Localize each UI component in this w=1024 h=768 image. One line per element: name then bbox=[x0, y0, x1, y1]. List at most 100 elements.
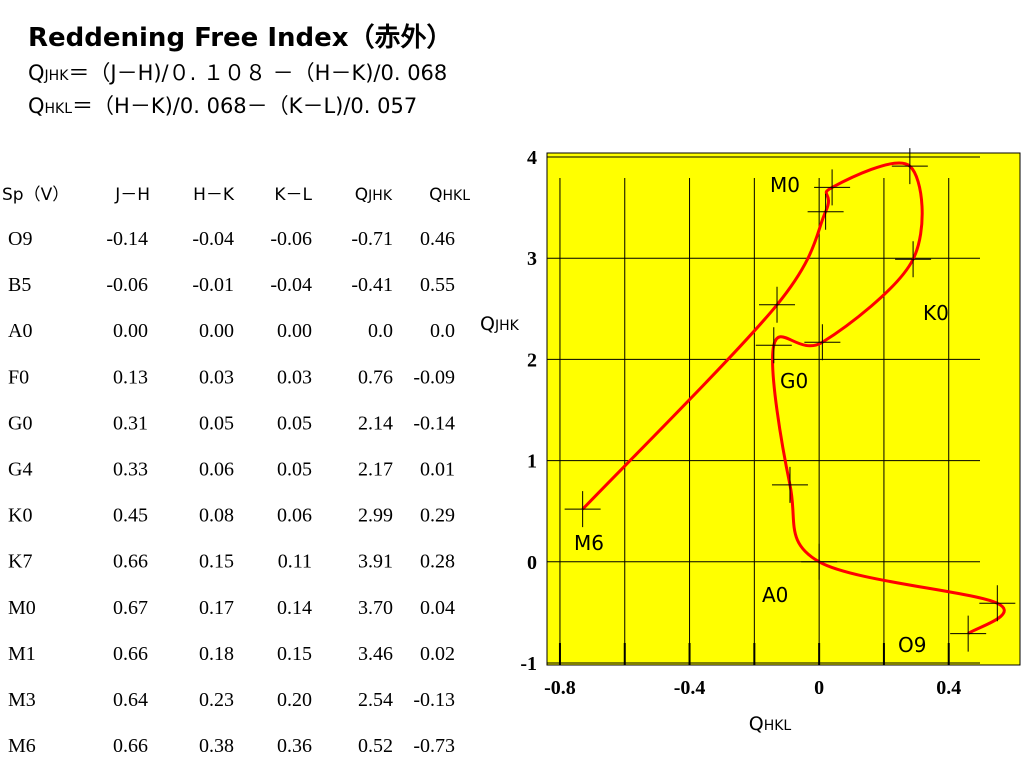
annotation: A0 bbox=[762, 583, 788, 607]
table-cell: 0.46 bbox=[420, 228, 455, 250]
x-tick-label: -0.4 bbox=[674, 677, 706, 699]
cross-marker bbox=[895, 241, 932, 278]
table-cell: 0.76 bbox=[358, 366, 393, 388]
table-cell: O9 bbox=[8, 228, 32, 250]
table-cell: G4 bbox=[8, 459, 32, 481]
y-tick-label: 1 bbox=[527, 451, 537, 473]
y-tick-label: 3 bbox=[527, 248, 537, 270]
cross-marker bbox=[755, 327, 792, 364]
cross-marker bbox=[950, 615, 987, 652]
table-cell: M6 bbox=[8, 735, 36, 757]
annotation: M6 bbox=[574, 531, 604, 555]
q-letter: Q bbox=[355, 185, 368, 205]
formula-text: ＝（J－H)/０. １０８ －（H－K)/0. 068 bbox=[68, 61, 447, 85]
cross-marker bbox=[814, 169, 851, 206]
table-cell: G0 bbox=[8, 412, 32, 434]
formula-text: ＝（H－K)/0. 068－（K－L)/0. 057 bbox=[72, 94, 417, 118]
cross-marker bbox=[804, 324, 841, 361]
column-header: K－L bbox=[274, 185, 312, 205]
table-cell: F0 bbox=[8, 366, 29, 388]
table-cell: 0.05 bbox=[199, 412, 234, 434]
table-cell: 0.00 bbox=[199, 320, 234, 342]
table-cell: 0.00 bbox=[113, 320, 148, 342]
table-cell: 0.06 bbox=[199, 459, 234, 481]
q-letter: Q bbox=[28, 94, 45, 118]
subscript: HKL bbox=[764, 718, 792, 734]
curve bbox=[581, 161, 1006, 635]
x-tick-label: 0.4 bbox=[936, 677, 961, 699]
column-header: QJHK bbox=[355, 185, 393, 205]
table-cell: 0.28 bbox=[420, 551, 455, 573]
table-cell: 0.66 bbox=[113, 551, 148, 573]
formula: QJHK＝（J－H)/０. １０８ －（H－K)/0. 068 bbox=[28, 61, 447, 85]
subscript: JHK bbox=[367, 188, 393, 204]
table-cell: 0.0 bbox=[368, 320, 393, 342]
table-cell: 0.11 bbox=[278, 551, 312, 573]
x-tick-label: 0 bbox=[814, 677, 824, 699]
table-cell: 0.08 bbox=[199, 505, 234, 527]
formula: QHKL＝（H－K)/0. 068－（K－L)/0. 057 bbox=[28, 94, 417, 118]
y-axis-label: QJHK bbox=[480, 313, 520, 335]
table-cell: 0.01 bbox=[420, 459, 455, 481]
q-letter: Q bbox=[749, 713, 764, 735]
table-cell: 0.03 bbox=[199, 366, 234, 388]
y-tick-label: -1 bbox=[520, 653, 537, 675]
cross-marker bbox=[891, 148, 928, 185]
y-tick-label: 2 bbox=[527, 349, 537, 371]
cross-marker bbox=[807, 193, 844, 230]
table-cell: 0.14 bbox=[277, 597, 312, 619]
table-cell: 0.02 bbox=[420, 643, 455, 665]
table-cell: K0 bbox=[8, 505, 32, 527]
column-header: Sp（V） bbox=[2, 185, 69, 205]
table-cell: -0.04 bbox=[192, 228, 234, 250]
table-cell: 2.14 bbox=[358, 412, 393, 434]
y-tick-label: 0 bbox=[527, 552, 537, 574]
table-cell: M0 bbox=[8, 597, 36, 619]
table-cell: 0.38 bbox=[199, 735, 234, 757]
table-cell: 0.33 bbox=[113, 459, 148, 481]
table-cell: 3.70 bbox=[358, 597, 393, 619]
cross-marker bbox=[801, 543, 838, 580]
subscript: HKL bbox=[442, 188, 470, 204]
table-cell: -0.01 bbox=[192, 274, 234, 296]
table-cell: 0.64 bbox=[113, 689, 148, 711]
table-cell: -0.73 bbox=[413, 735, 455, 757]
table-cell: 0.31 bbox=[113, 412, 148, 434]
table-cell: 0.04 bbox=[420, 597, 455, 619]
table-cell: 3.46 bbox=[358, 643, 393, 665]
table-cell: 0.18 bbox=[199, 643, 234, 665]
column-header: QHKL bbox=[429, 185, 470, 205]
table-cell: 0.05 bbox=[277, 412, 312, 434]
table-cell: -0.71 bbox=[351, 228, 393, 250]
table-cell: 3.91 bbox=[358, 551, 393, 573]
table-cell: M3 bbox=[8, 689, 36, 711]
plot-area bbox=[546, 152, 1021, 666]
table-cell: -0.14 bbox=[413, 412, 455, 434]
table-cell: 2.54 bbox=[358, 689, 393, 711]
cross-marker bbox=[564, 491, 601, 528]
q-letter: Q bbox=[429, 185, 442, 205]
table-cell: 0.55 bbox=[420, 274, 455, 296]
table-cell: 0.0 bbox=[430, 320, 455, 342]
table-cell: 0.15 bbox=[199, 551, 234, 573]
q-letter: Q bbox=[28, 61, 45, 85]
x-tick-label: -0.8 bbox=[544, 677, 576, 699]
annotation: K0 bbox=[923, 301, 949, 325]
table-cell: 0.29 bbox=[420, 505, 455, 527]
x-axis-label: QHKL bbox=[749, 713, 792, 735]
table-cell: 0.15 bbox=[277, 643, 312, 665]
table-cell: 0.00 bbox=[277, 320, 312, 342]
table-cell: K7 bbox=[8, 551, 32, 573]
table-cell: 0.13 bbox=[113, 366, 148, 388]
table-cell: -0.41 bbox=[351, 274, 393, 296]
subscript: JHK bbox=[494, 318, 520, 334]
table-cell: M1 bbox=[8, 643, 36, 665]
subscript: JHK bbox=[44, 68, 70, 84]
table-cell: 0.67 bbox=[113, 597, 148, 619]
table-cell: 0.06 bbox=[277, 505, 312, 527]
table-cell: -0.04 bbox=[270, 274, 312, 296]
table-cell: -0.06 bbox=[106, 274, 148, 296]
table-cell: 0.52 bbox=[358, 735, 393, 757]
